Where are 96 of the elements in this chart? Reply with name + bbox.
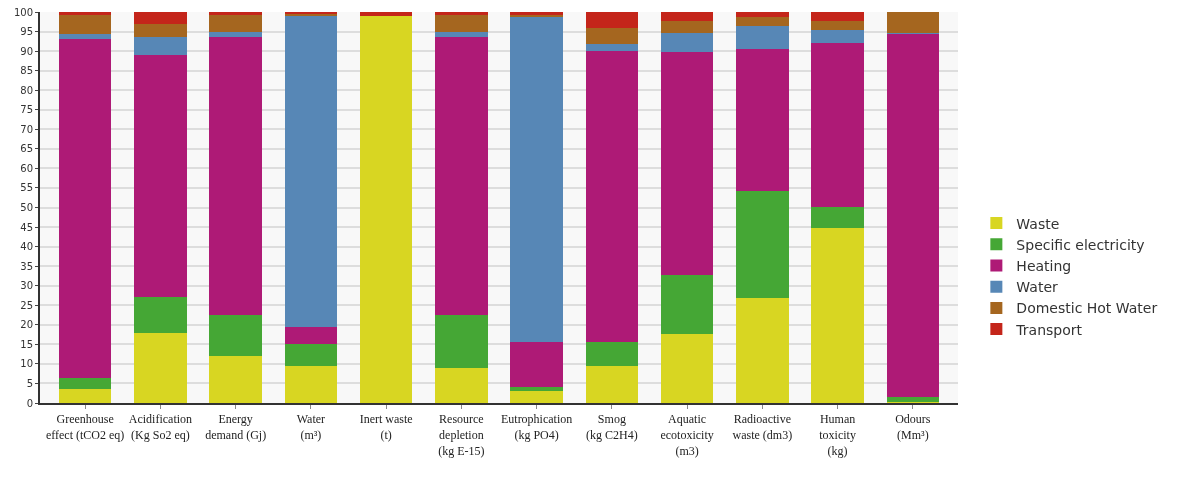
- bar: [284, 365, 338, 403]
- bar: [886, 34, 940, 398]
- bar: [58, 15, 112, 34]
- y-tick-label: 5: [26, 377, 33, 389]
- bar: [134, 332, 187, 403]
- bar: [585, 51, 639, 343]
- y-tick-label: 50: [20, 202, 33, 213]
- bar: [736, 297, 789, 403]
- bar: [359, 12, 413, 16]
- y-tick-label: 35: [20, 260, 33, 272]
- bar: [134, 23, 187, 38]
- x-tick-label: Human toxicity (kg): [819, 412, 856, 458]
- bar: [585, 44, 639, 52]
- bar: [209, 15, 262, 32]
- x-tick-label: Radioactive waste (dm3): [732, 412, 793, 442]
- bar: [134, 37, 187, 56]
- x-tick-label: Smog (kg C2H4): [586, 412, 638, 442]
- y-tick-label: 80: [20, 84, 33, 96]
- y-tick-label: 55: [20, 182, 33, 194]
- legend-label: Heating: [1016, 257, 1072, 274]
- bar: [209, 315, 262, 357]
- legend-label: Water: [1016, 279, 1058, 296]
- y-tick-label: 65: [20, 143, 33, 155]
- x-tick-label: Resource depletion (kg E-15): [438, 412, 485, 458]
- bar: [134, 55, 187, 298]
- bar: [811, 20, 864, 31]
- bar: [284, 326, 338, 345]
- bar: [660, 275, 714, 334]
- bar: [209, 356, 262, 403]
- legend-label: Specific electricity: [1016, 236, 1145, 253]
- bar: [660, 12, 714, 22]
- bar: [435, 12, 488, 15]
- y-tick-label: 30: [20, 280, 33, 292]
- legend-label: Waste: [1016, 215, 1060, 232]
- y-tick-label: 100: [13, 6, 33, 18]
- bar: [209, 12, 262, 16]
- bar: [585, 12, 639, 28]
- y-tick-label: 95: [20, 26, 33, 38]
- bar: [585, 342, 639, 366]
- x-tick-label: Odours (Mm³): [895, 412, 931, 442]
- bar: [134, 12, 187, 24]
- bar: [58, 39, 112, 378]
- bar: [209, 37, 262, 316]
- bar: [134, 297, 187, 333]
- y-tick-label: 25: [20, 299, 33, 311]
- bar: [510, 341, 563, 387]
- bar: [736, 26, 789, 50]
- x-tick-label: Energy demand (Gj): [205, 412, 267, 442]
- y-tick-label: 90: [20, 45, 33, 57]
- bar: [435, 14, 488, 32]
- bar: [886, 12, 940, 33]
- bar: [510, 17, 563, 342]
- y-tick-label: 10: [20, 358, 33, 370]
- bar: [58, 389, 112, 403]
- x-tick-label: Acidification (Kg So2 eq): [128, 412, 193, 442]
- x-tick-label: Aquatic ecotoxicity (m3): [660, 412, 714, 458]
- bar: [811, 12, 864, 21]
- y-tick-label: 20: [20, 319, 33, 331]
- bar: [660, 33, 714, 52]
- bar: [58, 12, 112, 16]
- y-tick-label: 45: [20, 221, 33, 233]
- bar: [435, 37, 488, 316]
- bar: [585, 27, 639, 45]
- bar: [886, 397, 940, 402]
- legend-label: Domestic Hot Water: [1016, 300, 1158, 317]
- y-tick-label: 15: [20, 338, 33, 350]
- bar: [736, 17, 789, 27]
- bar: [811, 30, 864, 43]
- bar: [660, 51, 714, 276]
- y-tick-label: 40: [20, 241, 33, 253]
- bar: [736, 12, 789, 18]
- bar: [585, 365, 639, 403]
- bar: [811, 227, 864, 403]
- bar: [660, 333, 714, 403]
- bar: [435, 315, 488, 368]
- y-tick-label: 85: [20, 65, 33, 77]
- bar: [284, 344, 338, 366]
- bar: [811, 207, 864, 228]
- x-tick-label: Greenhouse effect (tCO2 eq): [45, 412, 125, 442]
- y-tick-label: 70: [20, 123, 33, 135]
- bar: [811, 42, 864, 208]
- x-tick-label: Inert waste (t): [359, 412, 413, 442]
- bar: [58, 377, 112, 390]
- bar: [359, 15, 413, 403]
- bar: [284, 15, 338, 327]
- bar: [736, 191, 789, 298]
- y-tick-label: 75: [20, 104, 33, 116]
- x-tick-label: Eutrophication (kg PO4): [500, 412, 573, 442]
- bar: [736, 49, 789, 192]
- bar: [510, 391, 563, 403]
- bar: [435, 367, 488, 403]
- x-tick-label: Water (m³): [296, 412, 326, 442]
- legend-label: Transport: [1015, 321, 1083, 338]
- y-tick-label: 0: [26, 397, 33, 409]
- y-tick-label: 60: [20, 162, 33, 174]
- bar: [660, 21, 714, 34]
